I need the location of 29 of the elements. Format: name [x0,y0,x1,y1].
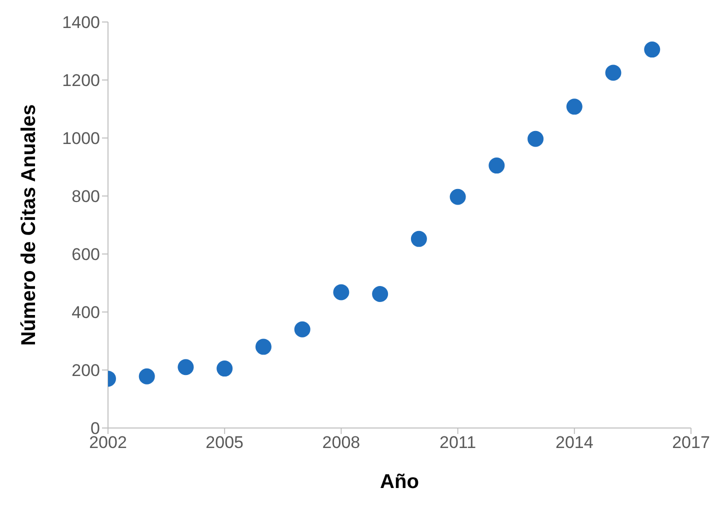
y-axis-title: Número de Citas Anuales [18,104,40,346]
x-tick-label: 2011 [440,433,476,452]
x-tick-label: 2005 [206,433,244,452]
x-axis-title: Año [380,471,419,493]
y-tick-label: 800 [72,187,100,206]
x-tick-label: 2002 [89,433,127,452]
point [566,98,582,115]
y-tick-label: 1000 [62,129,100,148]
point [528,130,544,147]
point [605,64,622,81]
point [138,368,155,384]
point [450,188,466,205]
point [178,359,194,376]
point [294,321,310,338]
point [255,338,272,355]
point [488,158,505,174]
point [216,360,233,377]
x-tick-label: 2017 [672,433,710,452]
x-tick-label: 2008 [322,433,360,452]
point [644,42,660,58]
y-tick-label: 1400 [62,13,100,32]
y-tick-label: 600 [72,245,100,264]
x-tick-label: 2014 [555,433,594,452]
y-tick-label: 400 [72,303,100,322]
y-tick-label: 1200 [62,71,100,90]
point [410,230,427,247]
point [333,284,350,300]
point [372,286,388,302]
y-tick-label: 200 [72,361,100,380]
